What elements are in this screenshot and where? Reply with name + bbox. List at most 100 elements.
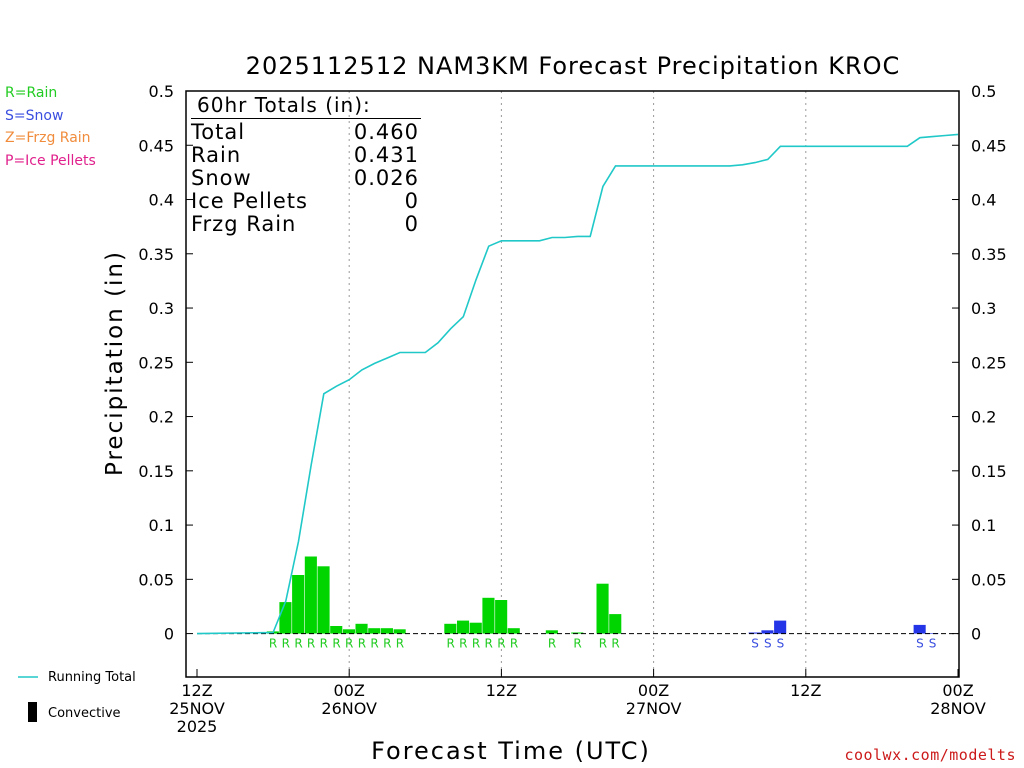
ytick-label-left-7: 0.35 [138,245,174,264]
bar-hour-32 [596,583,609,634]
legend-rain: R=Rain [5,85,58,101]
ptype-label-hour-58: S [929,637,937,651]
ptype-label-hour-32: R [599,637,607,651]
ytick-label-right-8: 0.4 [971,191,996,210]
ytick-label-left-1: 0.05 [138,570,174,589]
plot-frame [185,90,960,678]
xtick-label-4-0: 12Z [790,681,821,700]
ytick-label-left-4: 0.2 [149,408,174,427]
ptype-label-hour-8: R [294,637,302,651]
bar-hour-22 [469,622,482,634]
bar-hour-20 [444,623,457,634]
ptype-label-hour-46: S [777,637,785,651]
bar-hour-8 [292,575,305,634]
xtick-label-0-1: 25NOV [169,699,225,718]
ptype-label-hour-44: S [751,637,759,651]
ptype-label-hour-6: R [269,637,277,651]
bar-hour-57 [913,624,926,634]
bar-hour-9 [304,556,317,634]
legend-convective: Convective [48,706,121,721]
bar-hour-28 [545,630,558,634]
totals-label: Snow [191,166,252,190]
bar-hour-12 [342,629,355,634]
totals-row-ice-pellets: Ice Pellets 0 [191,190,419,213]
bar-hour-30 [571,632,584,634]
totals-value: 0.431 [353,143,419,167]
totals-header-rule [191,118,421,119]
totals-value: 0 [404,212,419,236]
xtick-label-0-2: 2025 [177,717,218,736]
precip-type-legend: R=Rain S=Snow Z=Frzg Rain P=Ice Pellets [5,82,96,172]
xtick-label-3-1: 27NOV [626,699,682,718]
xtick-label-5-0: 00Z [942,681,973,700]
bar-hour-16 [393,629,406,634]
ytick-label-right-2: 0.1 [971,516,996,535]
totals-label: Rain [191,143,242,167]
ptype-label-hour-28: R [548,637,556,651]
totals-label: Ice Pellets [191,189,308,213]
ytick-label-right-10: 0.5 [971,82,996,101]
y-axis-right: 0 0.05 0.1 0.15 0.2 0.25 0.3 0.35 0.4 0.45 0.5 [952,82,1007,644]
xtick-label-5-1: 28NOV [930,699,986,718]
totals-row-frzg-rain: Frzg Rain 0 [191,213,419,236]
bar-hour-24 [495,600,508,634]
chart-title: 2025112512 NAM3KM Forecast Precipitation… [246,52,901,80]
xtick-label-2-0: 12Z [486,681,517,700]
xtick-label-3-0: 00Z [638,681,669,700]
totals-header: 60hr Totals (in): [197,93,371,117]
xtick-label-0-0: 12Z [181,681,212,700]
ytick-label-left-5: 0.25 [138,353,174,372]
legend-snow: S=Snow [5,107,64,124]
legend-ice-pellets: P=Ice Pellets [5,152,96,169]
ptype-label-hour-15: R [383,637,391,651]
bar-hour-33 [609,614,622,634]
y-axis-label: Precipitation (in) [102,250,128,476]
watermark: coolwx.com/modelts [844,746,1016,764]
totals-row-rain: Rain 0.431 [191,144,419,167]
bar-hour-44 [748,632,761,634]
ytick-label-right-4: 0.2 [971,408,996,427]
ytick-label-right-1: 0.05 [971,570,1007,589]
ptype-label-hour-13: R [358,637,366,651]
precip-bars [266,556,939,634]
y-axis-left: 0 0.05 0.1 0.15 0.2 0.25 0.3 0.35 0.4 0.45 0.5 [138,82,193,644]
ptype-label-hour-9: R [307,637,315,651]
legend-running-total: Running Total [48,670,136,685]
ptype-label-hour-23: R [485,637,493,651]
bar-hour-46 [774,620,787,634]
ytick-label-left-9: 0.45 [138,136,174,155]
ytick-label-left-2: 0.1 [149,516,174,535]
ytick-label-right-5: 0.25 [971,353,1007,372]
totals-label: Frzg Rain [191,212,297,236]
convective-legend-swatch [28,702,37,722]
totals-value: 0 [404,189,419,213]
bar-hour-15 [380,628,393,634]
totals-row-snow: Snow 0.026 [191,167,419,190]
bar-hour-45 [761,630,774,634]
bar-hour-7 [279,602,292,634]
ytick-label-left-6: 0.3 [149,299,174,318]
bar-hour-23 [482,597,495,634]
x-axis-label: Forecast Time (UTC) [371,737,651,765]
running-total-line [196,133,959,635]
ytick-label-left-8: 0.4 [149,191,174,210]
ptype-label-hour-24: R [497,637,505,651]
ptype-label-hour-25: R [510,637,518,651]
ptype-label-hour-57: S [916,637,924,651]
ytick-label-right-0: 0 [971,625,981,644]
ytick-label-right-6: 0.3 [971,299,996,318]
ytick-label-right-3: 0.15 [971,462,1007,481]
bar-hour-13 [355,623,368,634]
gridlines [348,91,807,677]
ptype-label-hour-10: R [320,637,328,651]
bar-hour-10 [317,566,330,634]
ytick-label-left-10: 0.5 [149,82,174,101]
ytick-label-left-0: 0 [164,625,174,644]
totals-value: 0.026 [353,166,419,190]
bar-hour-14 [368,628,381,634]
ptype-label-hour-12: R [345,637,353,651]
ytick-label-left-3: 0.15 [138,462,174,481]
ptype-label-hour-16: R [396,637,404,651]
